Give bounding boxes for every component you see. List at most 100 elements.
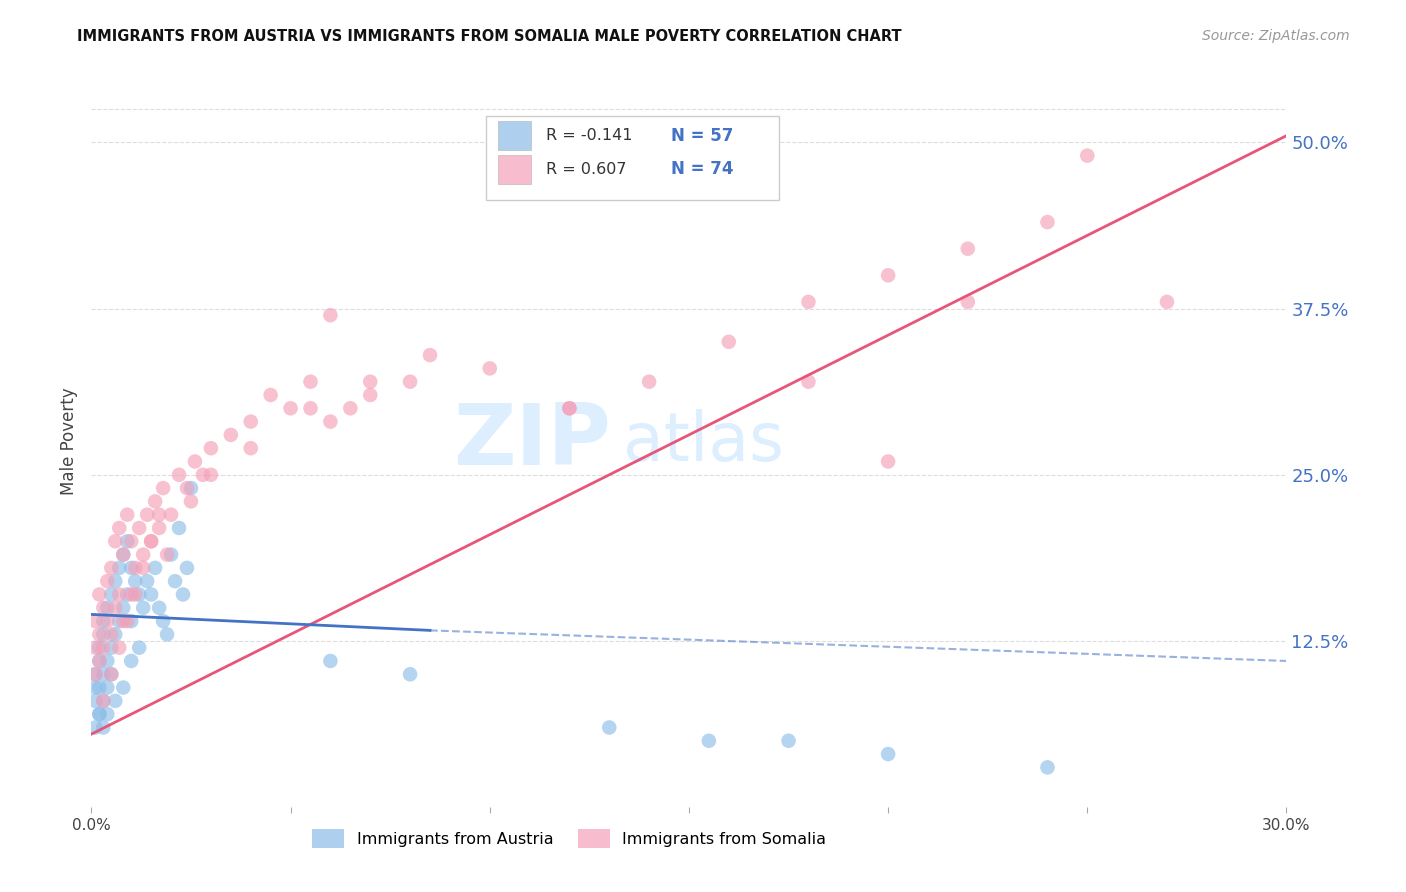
Point [115, 534, 138, 549]
Point [141, 534, 162, 549]
Point [339, 401, 361, 416]
Text: N = 57: N = 57 [671, 127, 734, 145]
Text: Source: ZipAtlas.com: Source: ZipAtlas.com [1202, 29, 1350, 43]
Point [319, 654, 342, 668]
FancyBboxPatch shape [498, 155, 531, 184]
FancyBboxPatch shape [486, 116, 779, 200]
Point [84, 640, 107, 655]
Point [1156, 294, 1178, 309]
Point [96, 681, 118, 695]
Point [93, 640, 115, 655]
Point [167, 521, 190, 535]
Point [163, 574, 186, 589]
Point [797, 375, 820, 389]
Point [956, 294, 979, 309]
Text: R = 0.607: R = 0.607 [546, 162, 626, 177]
Point [84, 667, 107, 681]
Point [84, 681, 107, 695]
Point [120, 654, 142, 668]
Point [176, 481, 198, 495]
Point [112, 600, 135, 615]
Point [299, 375, 322, 389]
Point [319, 308, 342, 322]
Point [120, 587, 142, 601]
Point [143, 494, 166, 508]
Point [108, 561, 131, 575]
Point [124, 574, 146, 589]
Point [96, 707, 118, 722]
Point [478, 361, 501, 376]
Point [141, 587, 162, 601]
Point [280, 401, 302, 416]
Point [120, 561, 142, 575]
Point [598, 721, 620, 735]
Point [93, 627, 115, 641]
Point [128, 640, 150, 655]
Point [180, 481, 202, 495]
Point [299, 401, 322, 416]
Point [160, 508, 183, 522]
Point [84, 721, 107, 735]
Point [96, 614, 118, 628]
Point [148, 600, 170, 615]
Point [89, 587, 111, 601]
Point [638, 375, 661, 389]
Point [108, 587, 131, 601]
Point [200, 441, 222, 455]
Point [108, 521, 131, 535]
Point [132, 548, 155, 562]
Point [877, 454, 900, 468]
Point [717, 334, 740, 349]
Point [239, 415, 262, 429]
Point [558, 401, 581, 416]
Point [136, 574, 159, 589]
Point [96, 654, 118, 668]
Point [200, 467, 222, 482]
Point [93, 694, 115, 708]
Point [108, 614, 131, 628]
Point [112, 548, 135, 562]
Point [359, 375, 381, 389]
Point [120, 534, 142, 549]
Point [156, 627, 179, 641]
Point [319, 415, 342, 429]
Point [93, 721, 115, 735]
Point [128, 521, 150, 535]
Point [100, 667, 122, 681]
Point [136, 508, 159, 522]
Point [100, 627, 122, 641]
Point [180, 494, 202, 508]
Point [108, 640, 131, 655]
Point [877, 268, 900, 283]
Point [104, 627, 127, 641]
Point [89, 707, 111, 722]
Point [93, 667, 115, 681]
Point [100, 667, 122, 681]
Point [93, 694, 115, 708]
Point [558, 401, 581, 416]
Point [115, 508, 138, 522]
FancyBboxPatch shape [498, 121, 531, 151]
Point [1076, 148, 1098, 162]
Point [100, 561, 122, 575]
Point [100, 640, 122, 655]
Point [104, 574, 127, 589]
Point [797, 294, 820, 309]
Point [877, 747, 900, 761]
Point [148, 521, 170, 535]
Point [191, 467, 214, 482]
Point [160, 548, 183, 562]
Point [89, 654, 111, 668]
Point [152, 614, 174, 628]
Point [778, 733, 800, 747]
Text: R = -0.141: R = -0.141 [546, 128, 633, 144]
Point [112, 548, 135, 562]
Point [419, 348, 441, 362]
Legend: Immigrants from Austria, Immigrants from Somalia: Immigrants from Austria, Immigrants from… [307, 823, 832, 855]
Point [148, 508, 170, 522]
Point [124, 587, 146, 601]
Point [96, 574, 118, 589]
Y-axis label: Male Poverty: Male Poverty [59, 388, 77, 495]
Point [152, 481, 174, 495]
Point [112, 681, 135, 695]
